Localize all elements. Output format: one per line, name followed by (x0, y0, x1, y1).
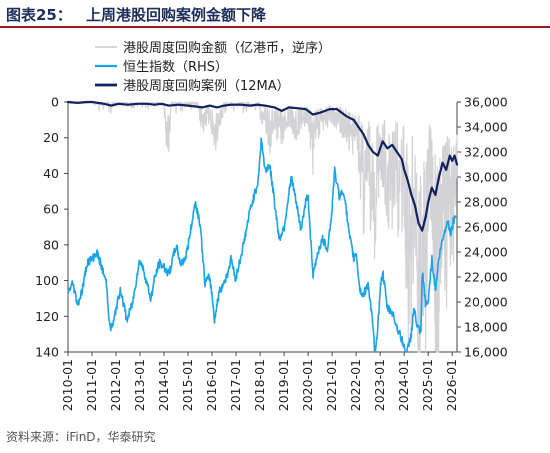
y-left-tick-label: 140 (35, 345, 59, 360)
legend-box (89, 33, 434, 97)
x-tick-label: 2018-01 (252, 359, 267, 411)
x-tick-label: 2017-01 (228, 359, 243, 411)
y-left-tick-label: 80 (43, 237, 59, 252)
x-tick-label: 2014-01 (156, 359, 171, 411)
chart: 0 20 40 60 80 100 120 140 16,000 18,000 20,000 22,0… (35, 33, 508, 411)
y-left-tick-label: 60 (43, 202, 59, 217)
x-tick-label: 2025-01 (420, 359, 435, 411)
y-right-tick-label: 28,000 (464, 195, 508, 210)
y-right-tick-label: 32,000 (464, 145, 508, 160)
buyback-ma-line (66, 100, 459, 232)
y-right-tick-label: 26,000 (464, 220, 508, 235)
y-left-tick-label: 20 (43, 130, 59, 145)
x-tick-label: 2015-01 (180, 359, 195, 411)
x-tick-label: 2024-01 (396, 359, 411, 411)
y-left-tick-label: 120 (35, 309, 59, 324)
x-tick-label: 2013-01 (132, 359, 147, 411)
y-right-tick-label: 20,000 (464, 295, 508, 310)
hsi-line (67, 137, 457, 353)
x-tick-label: 2026-01 (444, 359, 459, 411)
x-tick-label: 2016-01 (204, 359, 219, 411)
x-tick-label: 2022-01 (348, 359, 363, 411)
x-tick-label: 2012-01 (108, 359, 123, 411)
x-tick-label: 2019-01 (276, 359, 291, 411)
y-right-tick-label: 34,000 (464, 120, 508, 135)
x-tick-label: 2023-01 (372, 359, 387, 411)
y-right-tick-label: 22,000 (464, 270, 508, 285)
x-tick-label: 2011-01 (84, 359, 99, 411)
y-right-tick-label: 16,000 (464, 345, 508, 360)
y-right-tick-label: 30,000 (464, 170, 508, 185)
y-right-tick-label: 24,000 (464, 245, 508, 260)
source-note: 资料来源：iFinD，华泰研究 (6, 430, 156, 444)
y-right-tick-label: 36,000 (464, 95, 508, 110)
legend-label: 恒生指数（RHS） (123, 60, 228, 75)
legend-label: 港股周度回购金额（亿港币，逆序） (123, 40, 331, 56)
x-tick-label: 2010-01 (60, 359, 75, 411)
legend-label: 港股周度回购案例（12MA） (123, 78, 290, 94)
y-right-tick-label: 18,000 (464, 320, 508, 335)
x-tick-label: 2020-01 (300, 359, 315, 411)
x-tick-label: 2021-01 (324, 359, 339, 411)
y-left-tick-label: 0 (51, 95, 59, 110)
y-left-tick-label: 100 (35, 273, 59, 288)
figure-number: 图表25： (6, 6, 72, 24)
title-bar: 图表25： 上周港股回购案例金额下降 (0, 0, 550, 28)
figure-title: 上周港股回购案例金额下降 (86, 6, 267, 24)
y-left-tick-label: 40 (43, 166, 59, 181)
